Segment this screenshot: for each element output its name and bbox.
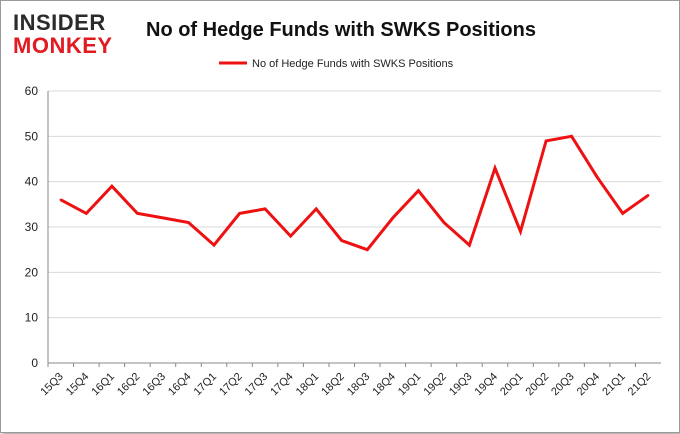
x-tick-label: 16Q1 — [89, 371, 117, 399]
y-tick-label: 20 — [25, 265, 39, 279]
data-point — [263, 207, 267, 211]
series-line-0 — [60, 134, 650, 252]
data-point — [289, 234, 292, 238]
y-axis-ticks: 0 10 20 30 40 50 60 — [25, 84, 39, 370]
y-tick-label: 50 — [25, 129, 39, 143]
logo-line-1: INSIDER — [13, 10, 106, 35]
series-layer — [59, 134, 650, 252]
data-point — [59, 198, 62, 201]
x-tick-label: 19Q3 — [447, 371, 475, 399]
y-tick-label: 0 — [31, 356, 38, 370]
data-point — [366, 248, 369, 251]
x-tick-label: 21Q2 — [626, 371, 654, 399]
data-point — [391, 216, 395, 220]
data-point — [544, 139, 548, 143]
y-tick-label: 40 — [25, 175, 39, 189]
data-point — [110, 185, 114, 188]
x-axis-ticks: 15Q315Q416Q116Q216Q316Q417Q117Q217Q317Q4… — [38, 363, 653, 398]
x-tick-label: 17Q2 — [217, 371, 245, 399]
data-point — [468, 243, 471, 247]
x-tick-label: 17Q3 — [243, 371, 271, 399]
data-point — [238, 212, 241, 215]
x-tick-label: 16Q4 — [166, 371, 194, 399]
x-tick-label: 19Q2 — [421, 371, 449, 399]
x-tick-label: 18Q2 — [319, 371, 347, 399]
data-point — [340, 239, 343, 242]
x-tick-label: 16Q3 — [141, 371, 169, 399]
x-tick-label: 20Q3 — [549, 371, 577, 399]
data-point — [519, 230, 522, 233]
data-point — [493, 166, 497, 170]
data-point — [136, 212, 139, 215]
data-point — [212, 243, 216, 247]
logo-line-2: MONKEY — [13, 33, 113, 58]
legend: No of Hedge Funds with SWKS Positions — [219, 58, 454, 70]
y-tick-label: 10 — [25, 311, 39, 325]
gridlines — [47, 90, 661, 364]
data-point — [161, 216, 165, 220]
data-point — [187, 221, 190, 224]
x-tick-label: 17Q4 — [268, 371, 296, 399]
data-point — [621, 212, 624, 215]
x-tick-label: 20Q4 — [575, 371, 603, 399]
y-tick-label: 60 — [25, 84, 39, 98]
data-point — [417, 189, 420, 192]
x-tick-label: 17Q1 — [192, 371, 220, 399]
data-point — [85, 212, 88, 215]
data-point — [595, 175, 599, 179]
data-point — [442, 221, 446, 224]
x-tick-label: 15Q3 — [38, 371, 66, 399]
x-tick-label: 18Q1 — [294, 371, 322, 399]
x-tick-label: 18Q4 — [370, 371, 398, 399]
x-tick-label: 20Q1 — [498, 371, 526, 399]
x-tick-label: 15Q4 — [64, 371, 92, 399]
x-tick-label: 19Q1 — [396, 371, 424, 399]
x-tick-label: 20Q2 — [524, 371, 552, 399]
x-tick-label: 21Q1 — [600, 371, 628, 399]
y-tick-label: 30 — [25, 220, 39, 234]
chart-title: No of Hedge Funds with SWKS Positions — [146, 19, 536, 41]
data-point — [570, 135, 573, 138]
x-tick-label: 16Q2 — [115, 371, 143, 399]
data-point — [314, 207, 318, 211]
legend-label: No of Hedge Funds with SWKS Positions — [252, 58, 454, 70]
insider-monkey-logo: INSIDER MONKEY — [13, 10, 113, 58]
x-tick-label: 19Q4 — [473, 371, 501, 399]
x-tick-label: 18Q3 — [345, 371, 373, 399]
data-point — [647, 194, 650, 197]
